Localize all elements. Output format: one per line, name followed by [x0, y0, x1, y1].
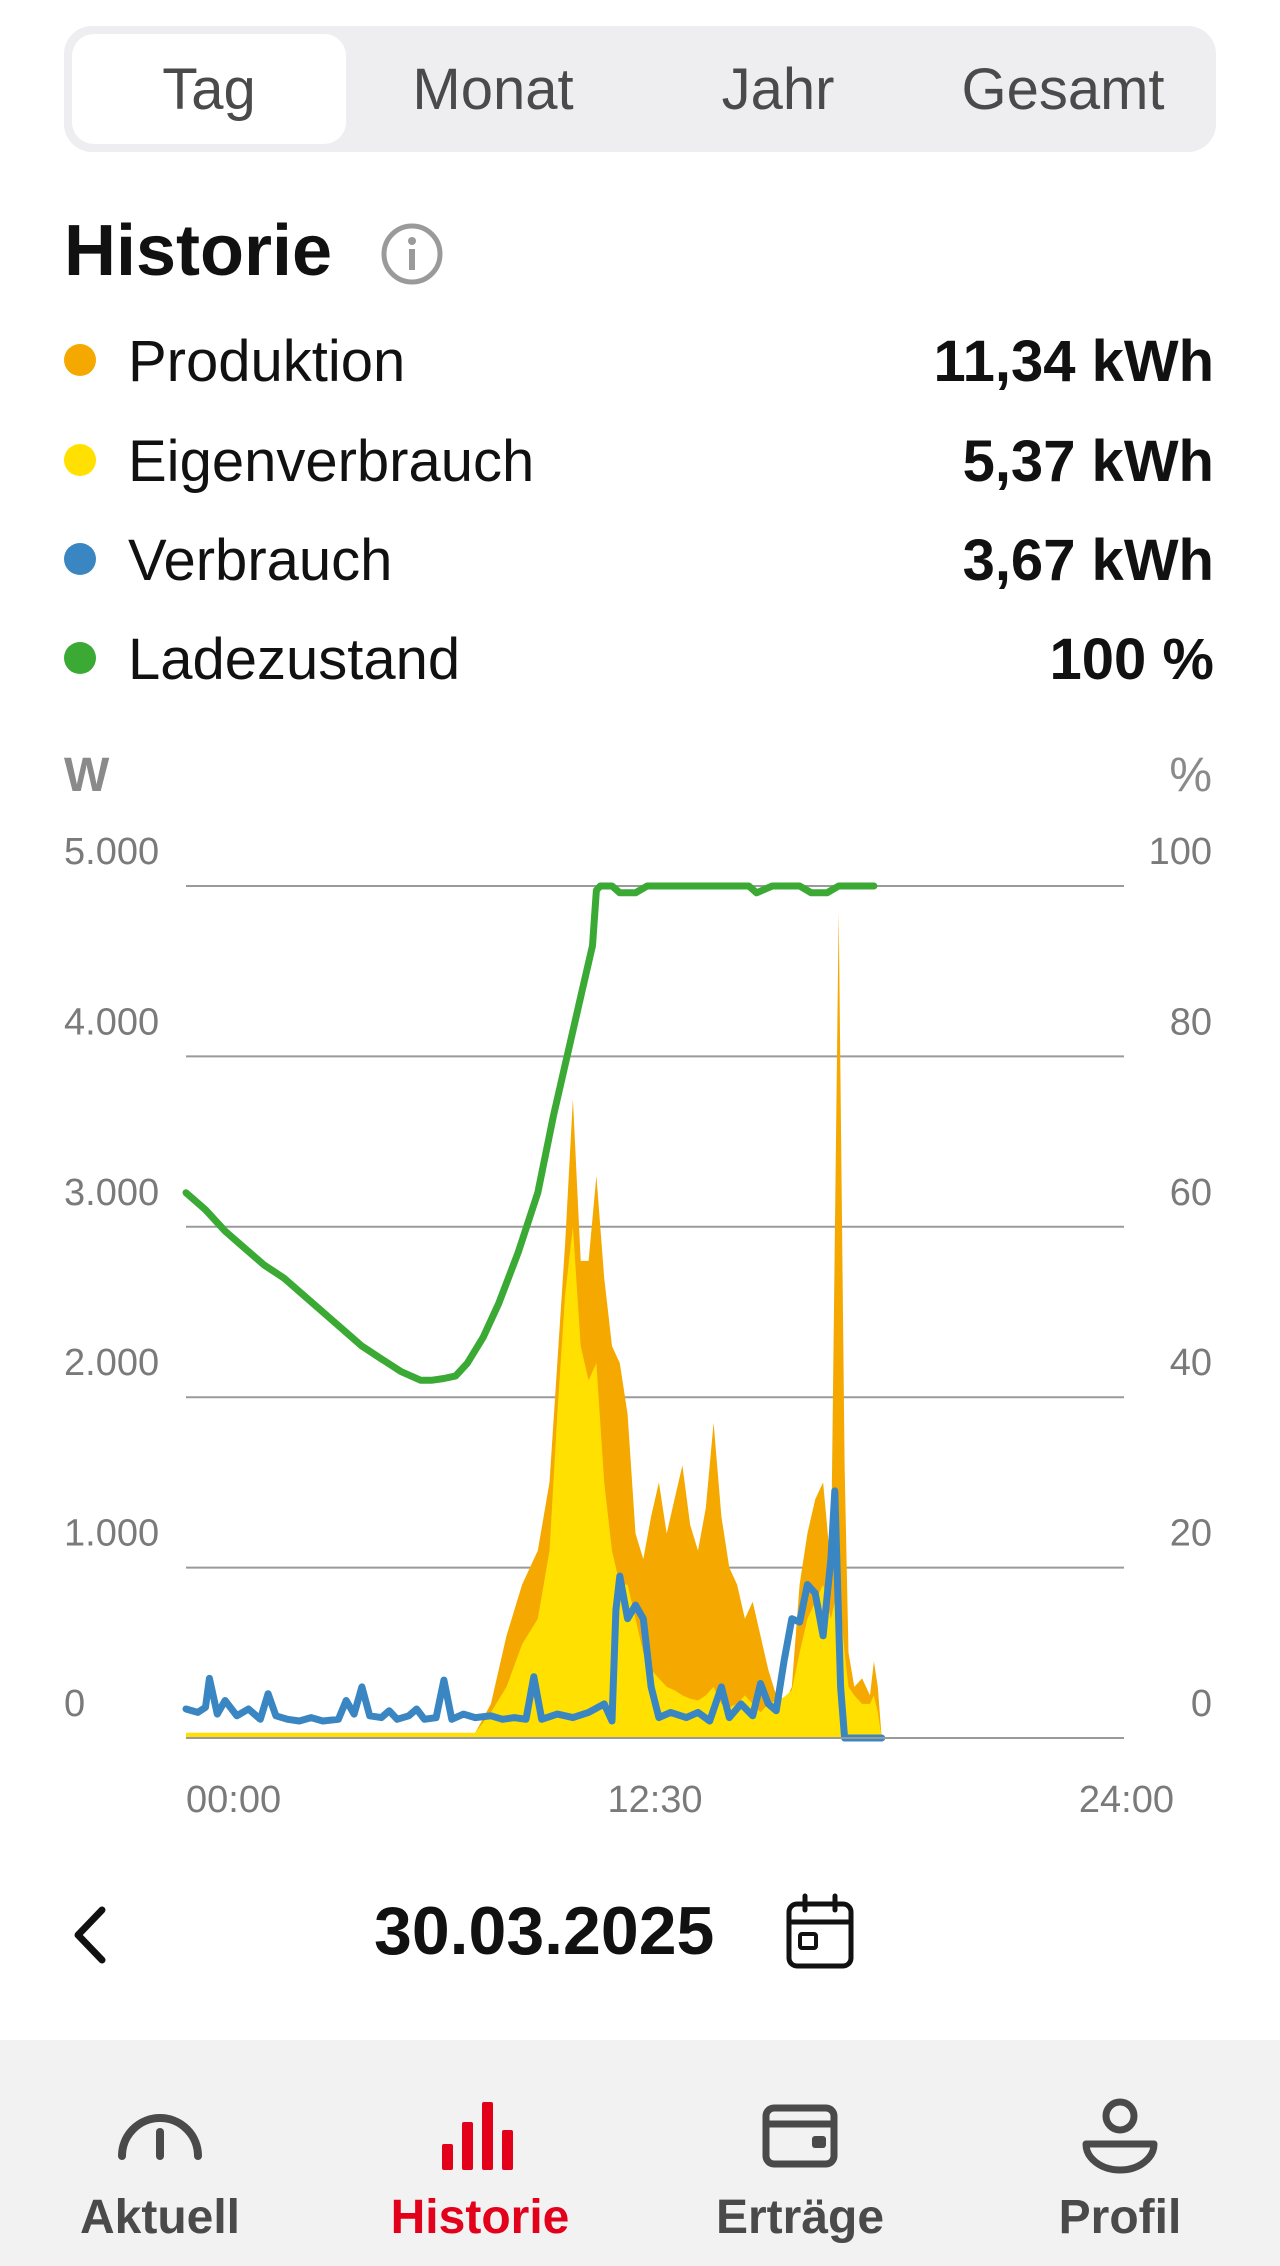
- legend-label: Eigenverbrauch: [128, 429, 535, 494]
- y-right-tick-label: 80: [1170, 1001, 1212, 1043]
- legend-produktion: Produktion 11,34 kWh: [0, 320, 1280, 400]
- y-right-tick-label: 0: [1191, 1683, 1212, 1725]
- y-right-tick-label: 100: [1149, 831, 1212, 873]
- series-area-produktion: [186, 911, 882, 1738]
- legend-value: 3,67 kWh: [962, 528, 1214, 593]
- date-navigator: 30.03.2025: [0, 1880, 1280, 1990]
- legend-dot-eigenverbrauch: [64, 444, 96, 476]
- series-area-eigenverbrauch: [186, 1226, 882, 1738]
- period-tabs: Tag Monat Jahr Gesamt: [64, 26, 1216, 152]
- legend-value: 100 %: [1049, 627, 1214, 692]
- tab-monat[interactable]: Monat: [412, 56, 574, 122]
- y-left-tick-label: 1.000: [64, 1513, 159, 1555]
- series-line-verbrauch: [182, 1487, 886, 1742]
- y-right-tick-label: 20: [1170, 1513, 1212, 1555]
- date-label[interactable]: 30.03.2025: [374, 1893, 715, 1969]
- info-icon[interactable]: [380, 222, 444, 286]
- legend-dot-ladezustand: [64, 642, 96, 674]
- series-line-ladezustand: [182, 882, 878, 1384]
- nav-label: Aktuell: [79, 2191, 241, 2244]
- tab-jahr[interactable]: Jahr: [721, 56, 835, 122]
- user-icon: [1082, 2098, 1158, 2174]
- legend-value: 5,37 kWh: [962, 429, 1214, 494]
- nav-label: Profil: [1058, 2191, 1182, 2244]
- y-left-tick-label: 2.000: [64, 1342, 159, 1384]
- legend-eigenverbrauch: Eigenverbrauch 5,37 kWh: [0, 420, 1280, 500]
- y-right-tick-label: 40: [1170, 1342, 1212, 1384]
- y-left-tick-label: 4.000: [64, 1001, 159, 1043]
- calendar-icon[interactable]: [784, 1892, 856, 1972]
- legend-dot-produktion: [64, 344, 96, 376]
- y-right-unit: %: [1169, 749, 1212, 802]
- tab-tag[interactable]: Tag: [72, 34, 346, 144]
- legend-dot-verbrauch: [64, 543, 96, 575]
- nav-profil[interactable]: Profil: [960, 2040, 1280, 2266]
- y-left-tick-label: 3.000: [64, 1172, 159, 1214]
- x-tick-label: 24:00: [1079, 1779, 1174, 1821]
- chevron-left-icon[interactable]: [60, 1900, 120, 1970]
- nav-aktuell[interactable]: Aktuell: [0, 2040, 320, 2266]
- y-left-tick-label: 0: [64, 1683, 85, 1725]
- nav-label: Erträge: [715, 2191, 885, 2244]
- legend-value: 11,34 kWh: [933, 329, 1214, 394]
- tab-gesamt[interactable]: Gesamt: [961, 56, 1165, 122]
- legend-verbrauch: Verbrauch 3,67 kWh: [0, 519, 1280, 599]
- nav-historie[interactable]: Historie: [320, 2040, 640, 2266]
- legend-label: Ladezustand: [128, 627, 461, 692]
- bar-chart-icon: [442, 2102, 513, 2170]
- x-tick-label: 12:30: [607, 1779, 702, 1821]
- x-tick-label: 00:00: [186, 1779, 281, 1821]
- section-title: Historie: [64, 211, 333, 291]
- y-left-tick-label: 5.000: [64, 831, 159, 873]
- nav-ertraege[interactable]: Erträge: [640, 2040, 960, 2266]
- nav-label: Historie: [390, 2191, 570, 2244]
- y-left-unit: W: [64, 749, 110, 802]
- gauge-icon: [118, 2114, 202, 2160]
- legend-label: Verbrauch: [128, 528, 393, 593]
- wallet-icon: [762, 2104, 838, 2168]
- y-right-tick-label: 60: [1170, 1172, 1212, 1214]
- legend-label: Produktion: [128, 329, 406, 394]
- bottom-navigation: Aktuell Historie Erträge Profil: [0, 2040, 1280, 2266]
- legend-ladezustand: Ladezustand 100 %: [0, 618, 1280, 698]
